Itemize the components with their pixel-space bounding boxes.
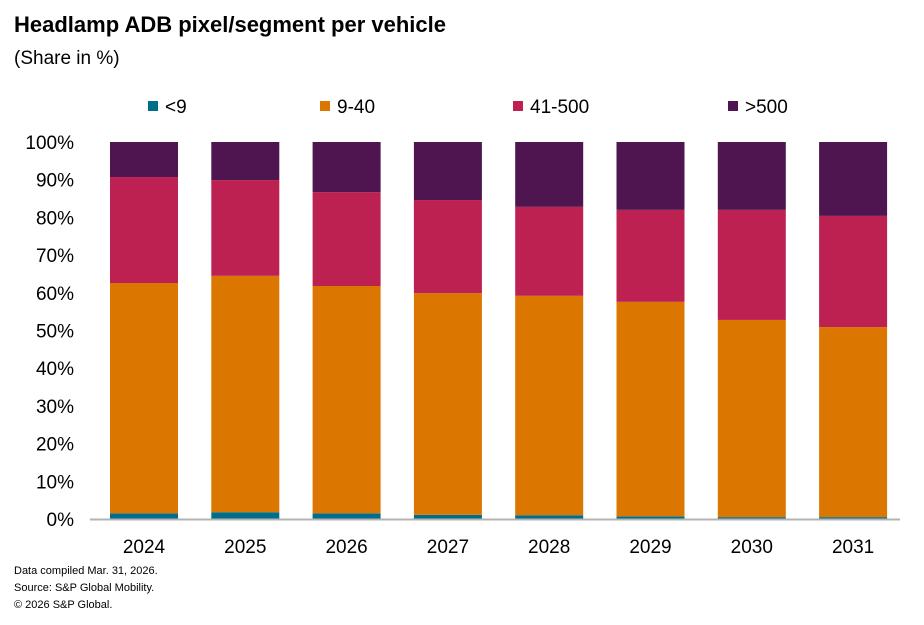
bar-segment <box>819 142 888 216</box>
x-tick-label: 2027 <box>427 537 469 558</box>
legend-label: >500 <box>745 97 788 118</box>
legend-swatch <box>320 101 330 111</box>
bar-segment <box>110 513 178 519</box>
y-tick-label: 100% <box>25 133 74 154</box>
y-tick-label: 40% <box>36 359 74 380</box>
bar-segment <box>616 209 685 302</box>
bar-segment <box>211 275 280 513</box>
x-tick-label: 2024 <box>123 537 166 558</box>
bar-segment <box>819 327 888 518</box>
bar-segment <box>413 514 482 519</box>
legend-label: 9-40 <box>337 97 375 118</box>
y-tick-label: 50% <box>36 322 74 343</box>
x-tick-label: 2031 <box>832 537 874 558</box>
footnote-source: Source: S&P Global Mobility. <box>14 582 155 594</box>
bar-segment <box>515 515 584 519</box>
x-tick-label: 2030 <box>731 537 773 558</box>
chart-title: Headlamp ADB pixel/segment per vehicle <box>14 12 446 37</box>
chart-subtitle: (Share in %) <box>14 48 120 69</box>
bar-segment <box>515 206 584 296</box>
bar-segment <box>211 142 280 181</box>
y-tick-label: 20% <box>36 435 74 456</box>
x-tick-label: 2026 <box>325 537 367 558</box>
legend-swatch <box>148 101 158 111</box>
footnote-date: Data compiled Mar. 31, 2026. <box>14 565 158 577</box>
bar-segment <box>515 295 584 516</box>
bar-segment <box>312 513 381 519</box>
legend-swatch <box>728 101 738 111</box>
footnote-copyright: © 2026 S&P Global. <box>14 599 113 611</box>
bar-segment <box>413 293 482 515</box>
bar-segment <box>110 282 178 514</box>
bar-segment <box>211 512 280 519</box>
y-tick-label: 10% <box>36 472 74 493</box>
bar-segment <box>110 142 178 178</box>
x-tick-label: 2028 <box>528 537 570 558</box>
bar-segment <box>819 517 888 519</box>
y-tick-label: 70% <box>36 246 74 267</box>
y-tick-label: 30% <box>36 397 74 418</box>
y-tick-label: 90% <box>36 171 74 192</box>
chart-plot: 0% 10% 20% 30% 40% 50% 60% 70% 80% 90% 100% 2024 202… <box>25 97 900 558</box>
bar-segment <box>312 192 381 287</box>
bar-segment <box>616 142 685 210</box>
bar-segment <box>616 516 685 519</box>
bar-segment <box>819 215 888 328</box>
bar-segment <box>717 209 786 320</box>
x-tick-label: 2025 <box>224 537 266 558</box>
y-tick-label: 0% <box>47 510 75 531</box>
y-tick-label: 80% <box>36 208 74 229</box>
bar-segment <box>616 301 685 517</box>
bar-segment <box>717 319 786 518</box>
bar-segment <box>312 142 381 193</box>
bar-segment <box>717 517 786 519</box>
bar-segment <box>211 180 280 276</box>
y-tick-label: 60% <box>36 284 74 305</box>
bar-segment <box>312 286 381 514</box>
bar-segment <box>413 200 482 294</box>
bar-segment <box>515 142 584 207</box>
bar-segment <box>413 142 482 201</box>
bar-segment <box>717 142 786 210</box>
legend-label: <9 <box>165 97 187 118</box>
x-tick-label: 2029 <box>629 537 671 558</box>
bar-segment <box>110 177 178 283</box>
legend-swatch <box>513 101 523 111</box>
legend-label: 41-500 <box>530 97 589 118</box>
